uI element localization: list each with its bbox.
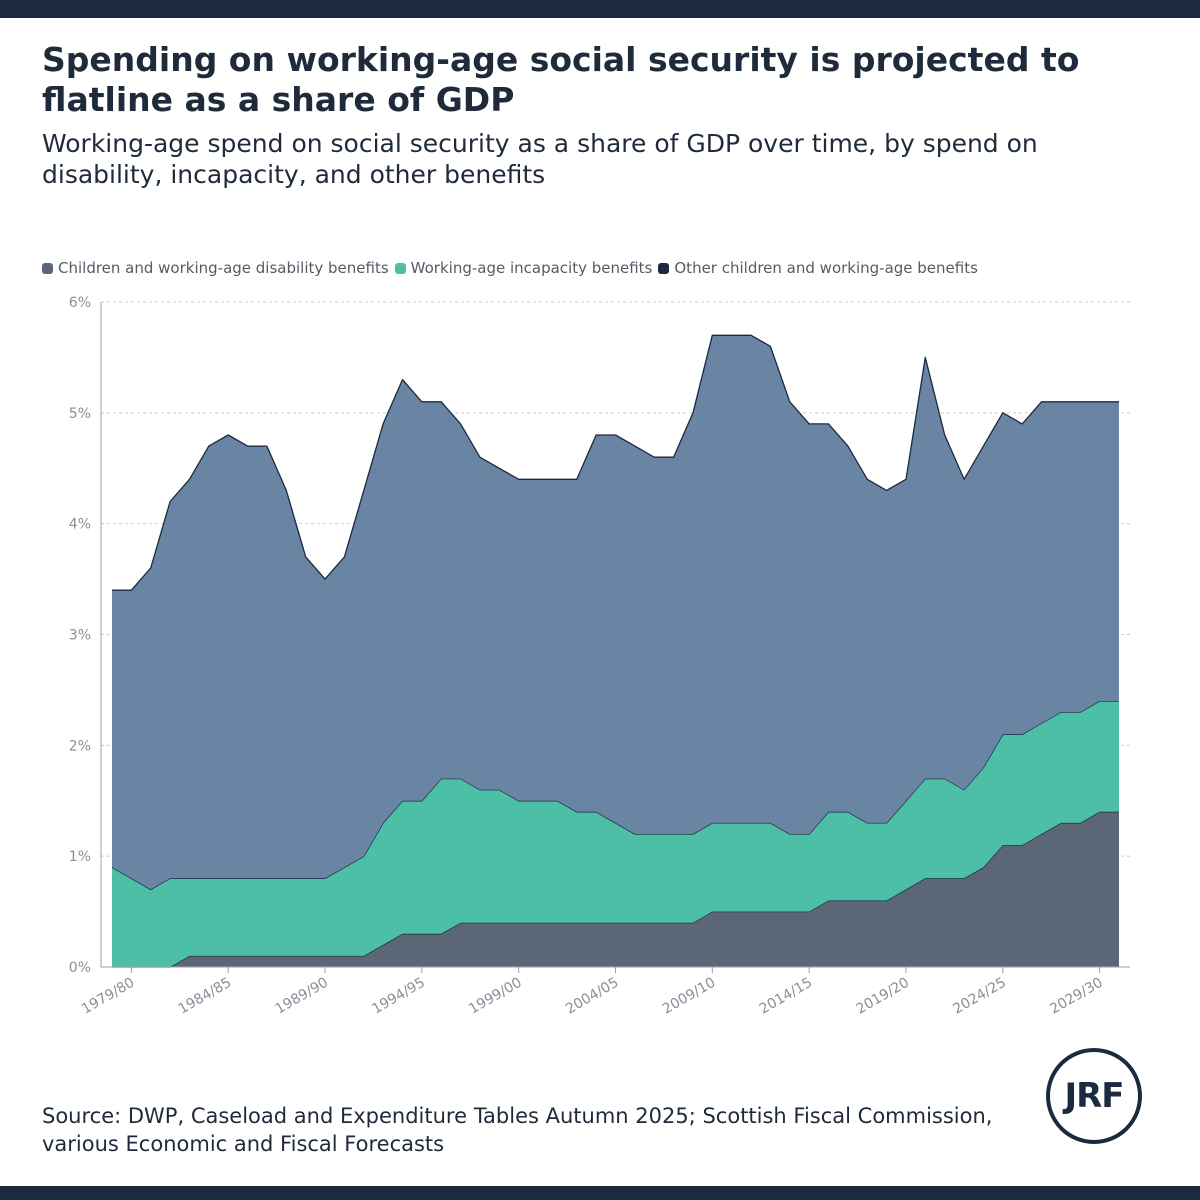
x-tick-label: 1999/00 <box>466 975 524 1018</box>
area-disability-benefits <box>112 811 1119 967</box>
area-other-benefits <box>112 335 1119 890</box>
legend-swatch-disability <box>42 262 53 274</box>
chart-title: Spending on working-age social security … <box>42 40 1080 119</box>
legend-item-other[interactable]: Other children and working-age benefits <box>658 259 978 277</box>
y-tick-label: 6% <box>69 295 91 311</box>
chart-subtitle: Working-age spend on social security as … <box>42 129 1038 189</box>
y-tick-label: 2% <box>69 738 91 754</box>
legend-label-other: Other children and working-age benefits <box>674 259 978 277</box>
x-tick-label: 1994/95 <box>369 975 427 1018</box>
x-tick-label: 2019/20 <box>854 975 912 1018</box>
x-tick-label: 2009/10 <box>660 975 718 1018</box>
legend-item-incapacity[interactable]: Working-age incapacity benefits <box>394 259 653 277</box>
area-incapacity-benefits <box>112 701 1119 967</box>
legend-item-disability[interactable]: Children and working-age disability bene… <box>42 259 389 277</box>
stacked-area-chart: 0% 1% 2% 3% 4% 5% 6% 1979/80 1984/85 1989/90 1994/… <box>69 295 1130 1018</box>
y-tick-label: 5% <box>69 406 91 422</box>
x-tick-label: 2024/25 <box>950 975 1008 1018</box>
legend-label-incapacity: Working-age incapacity benefits <box>410 259 653 277</box>
y-tick-label: 4% <box>69 517 91 533</box>
chart-legend: Children and working-age disability bene… <box>42 257 984 279</box>
legend-label-disability: Children and working-age disability bene… <box>58 259 389 277</box>
legend-swatch-other <box>658 262 670 274</box>
x-tick-label: 1979/80 <box>79 975 137 1018</box>
area-other-benefits-line <box>112 334 1119 591</box>
x-tick-label: 2014/15 <box>757 975 815 1018</box>
jrf-logo: JRF <box>1046 1048 1142 1144</box>
x-tick-label: 2029/30 <box>1047 975 1105 1018</box>
y-tick-label: 1% <box>69 849 91 865</box>
x-tick-label: 1984/85 <box>176 975 234 1018</box>
source-note: Source: DWP, Caseload and Expenditure Ta… <box>42 1104 993 1156</box>
top-frame-bar <box>0 0 1200 18</box>
bottom-frame-bar <box>0 1186 1200 1200</box>
legend-swatch-incapacity <box>394 262 406 274</box>
y-tick-label: 0% <box>69 960 91 976</box>
x-tick-label: 1989/90 <box>273 975 331 1018</box>
y-tick-label: 3% <box>69 628 91 644</box>
x-tick-label: 2004/05 <box>563 975 621 1018</box>
